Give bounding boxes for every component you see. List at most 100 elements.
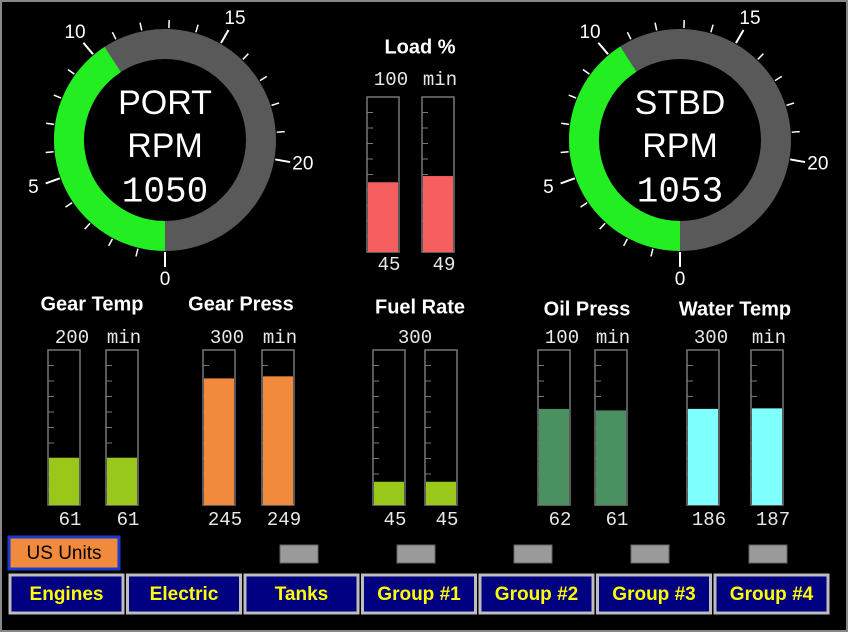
bar (263, 376, 293, 505)
gauge-name: PORT (118, 84, 212, 122)
gauge-value: 1050 (122, 172, 208, 213)
gauge-minor-tick (791, 130, 800, 133)
gauge-minor-tick (561, 122, 570, 126)
gauge-title: Oil Press (544, 298, 631, 320)
indicator (630, 544, 670, 564)
gauge-minor-tick (242, 53, 249, 60)
tab-label[interactable]: Group #4 (730, 584, 814, 605)
gauge-minor-tick (774, 75, 783, 82)
gauge-title: Load % (384, 36, 455, 58)
bar-value: 61 (59, 509, 82, 531)
tab-label[interactable]: Tanks (275, 584, 329, 605)
tab-button[interactable] (713, 573, 830, 615)
bar-value: 186 (692, 509, 726, 531)
gauge-minor-tick (757, 53, 764, 60)
gauge-major-tick (735, 29, 745, 44)
bar (368, 182, 398, 252)
tab-label[interactable]: Group #3 (612, 584, 695, 605)
gauge-minor-tick (276, 130, 285, 133)
gauge-minor-tick (135, 248, 139, 257)
gauge-scale-label: 0 (675, 269, 686, 290)
gauge-title: Gear Temp (41, 293, 144, 315)
max-label: 200 (55, 327, 89, 349)
gauge-major-tick (45, 177, 61, 185)
tab-label[interactable]: Electric (150, 584, 219, 605)
bar (426, 481, 456, 505)
min-label: min (263, 327, 297, 349)
gauge-minor-tick (53, 94, 62, 99)
gauge-minor-tick (650, 248, 654, 257)
gauge-scale-label: 5 (543, 177, 554, 198)
bar-value: 249 (267, 509, 301, 531)
tab-label[interactable]: Engines (30, 584, 104, 605)
units-button[interactable]: US Units (7, 535, 121, 571)
bar (688, 408, 718, 505)
gauge-major-tick (597, 42, 609, 55)
bar (752, 408, 782, 505)
max-label: 300 (694, 327, 728, 349)
tab-button[interactable] (126, 573, 242, 615)
gauge-minor-tick (710, 24, 714, 33)
tab-button[interactable] (8, 573, 125, 615)
gauge-minor-tick (623, 238, 629, 247)
bar-value: 49 (433, 254, 456, 276)
bar (374, 481, 404, 505)
gauge-title: Water Temp (679, 298, 791, 320)
gauge-scale-label: 0 (160, 269, 171, 290)
gauge-minor-tick (560, 150, 569, 154)
gauge-minor-tick (84, 222, 91, 230)
bar (596, 410, 626, 505)
tab-button[interactable] (478, 573, 595, 615)
gauge-minor-tick (46, 122, 55, 126)
bar (423, 176, 453, 252)
units-button-label[interactable]: US Units (27, 543, 102, 564)
gauge-minor-tick (580, 202, 588, 208)
gauge-minor-tick (139, 22, 143, 31)
bar-value: 45 (378, 254, 401, 276)
bar-value: 45 (384, 509, 407, 531)
max-label: 300 (398, 327, 432, 349)
bar (107, 457, 137, 505)
tab-label[interactable]: Group #1 (377, 584, 461, 605)
gauge-minor-tick (654, 22, 658, 31)
bar-value: 61 (117, 509, 140, 531)
bar (204, 378, 234, 505)
tab-button[interactable] (243, 573, 360, 615)
gauge-major-tick (82, 42, 94, 55)
gauge-minor-tick (111, 31, 117, 40)
gauge-scale-label: 10 (64, 22, 85, 43)
gauge-major-tick (560, 177, 576, 185)
gauge-scale-label: 15 (739, 8, 760, 29)
min-label: min (596, 327, 630, 349)
max-label: 100 (545, 327, 579, 349)
tab-button[interactable] (596, 573, 712, 615)
gauge-minor-tick (582, 68, 590, 75)
units-button-bg[interactable] (7, 535, 121, 571)
indicators (279, 544, 788, 564)
gauge-scale-label: 20 (807, 153, 828, 174)
bar-value: 45 (436, 509, 459, 531)
gauge-title: Gear Press (188, 293, 294, 315)
tab-label[interactable]: Group #2 (495, 584, 578, 605)
gauge-scale-label: 5 (28, 177, 39, 198)
gauge-unit: RPM (127, 127, 203, 165)
tab-button[interactable] (361, 573, 477, 615)
gauge-unit: RPM (642, 127, 718, 165)
gauge-minor-tick (786, 102, 795, 107)
indicator (396, 544, 436, 564)
indicator (748, 544, 788, 564)
indicator (279, 544, 319, 564)
gauge-minor-tick (626, 31, 632, 40)
gauge-minor-tick (45, 150, 54, 154)
bar-value: 61 (606, 509, 629, 531)
min-label: min (107, 327, 141, 349)
gauge-major-tick (790, 158, 806, 164)
bar-value: 62 (549, 509, 572, 531)
gauge-minor-tick (271, 102, 280, 107)
bar-value: 245 (208, 509, 242, 531)
gauge-scale-label: 10 (579, 22, 600, 43)
gauge-minor-tick (259, 75, 268, 82)
gauge-minor-tick (65, 202, 73, 208)
gauge-arc (569, 46, 681, 251)
